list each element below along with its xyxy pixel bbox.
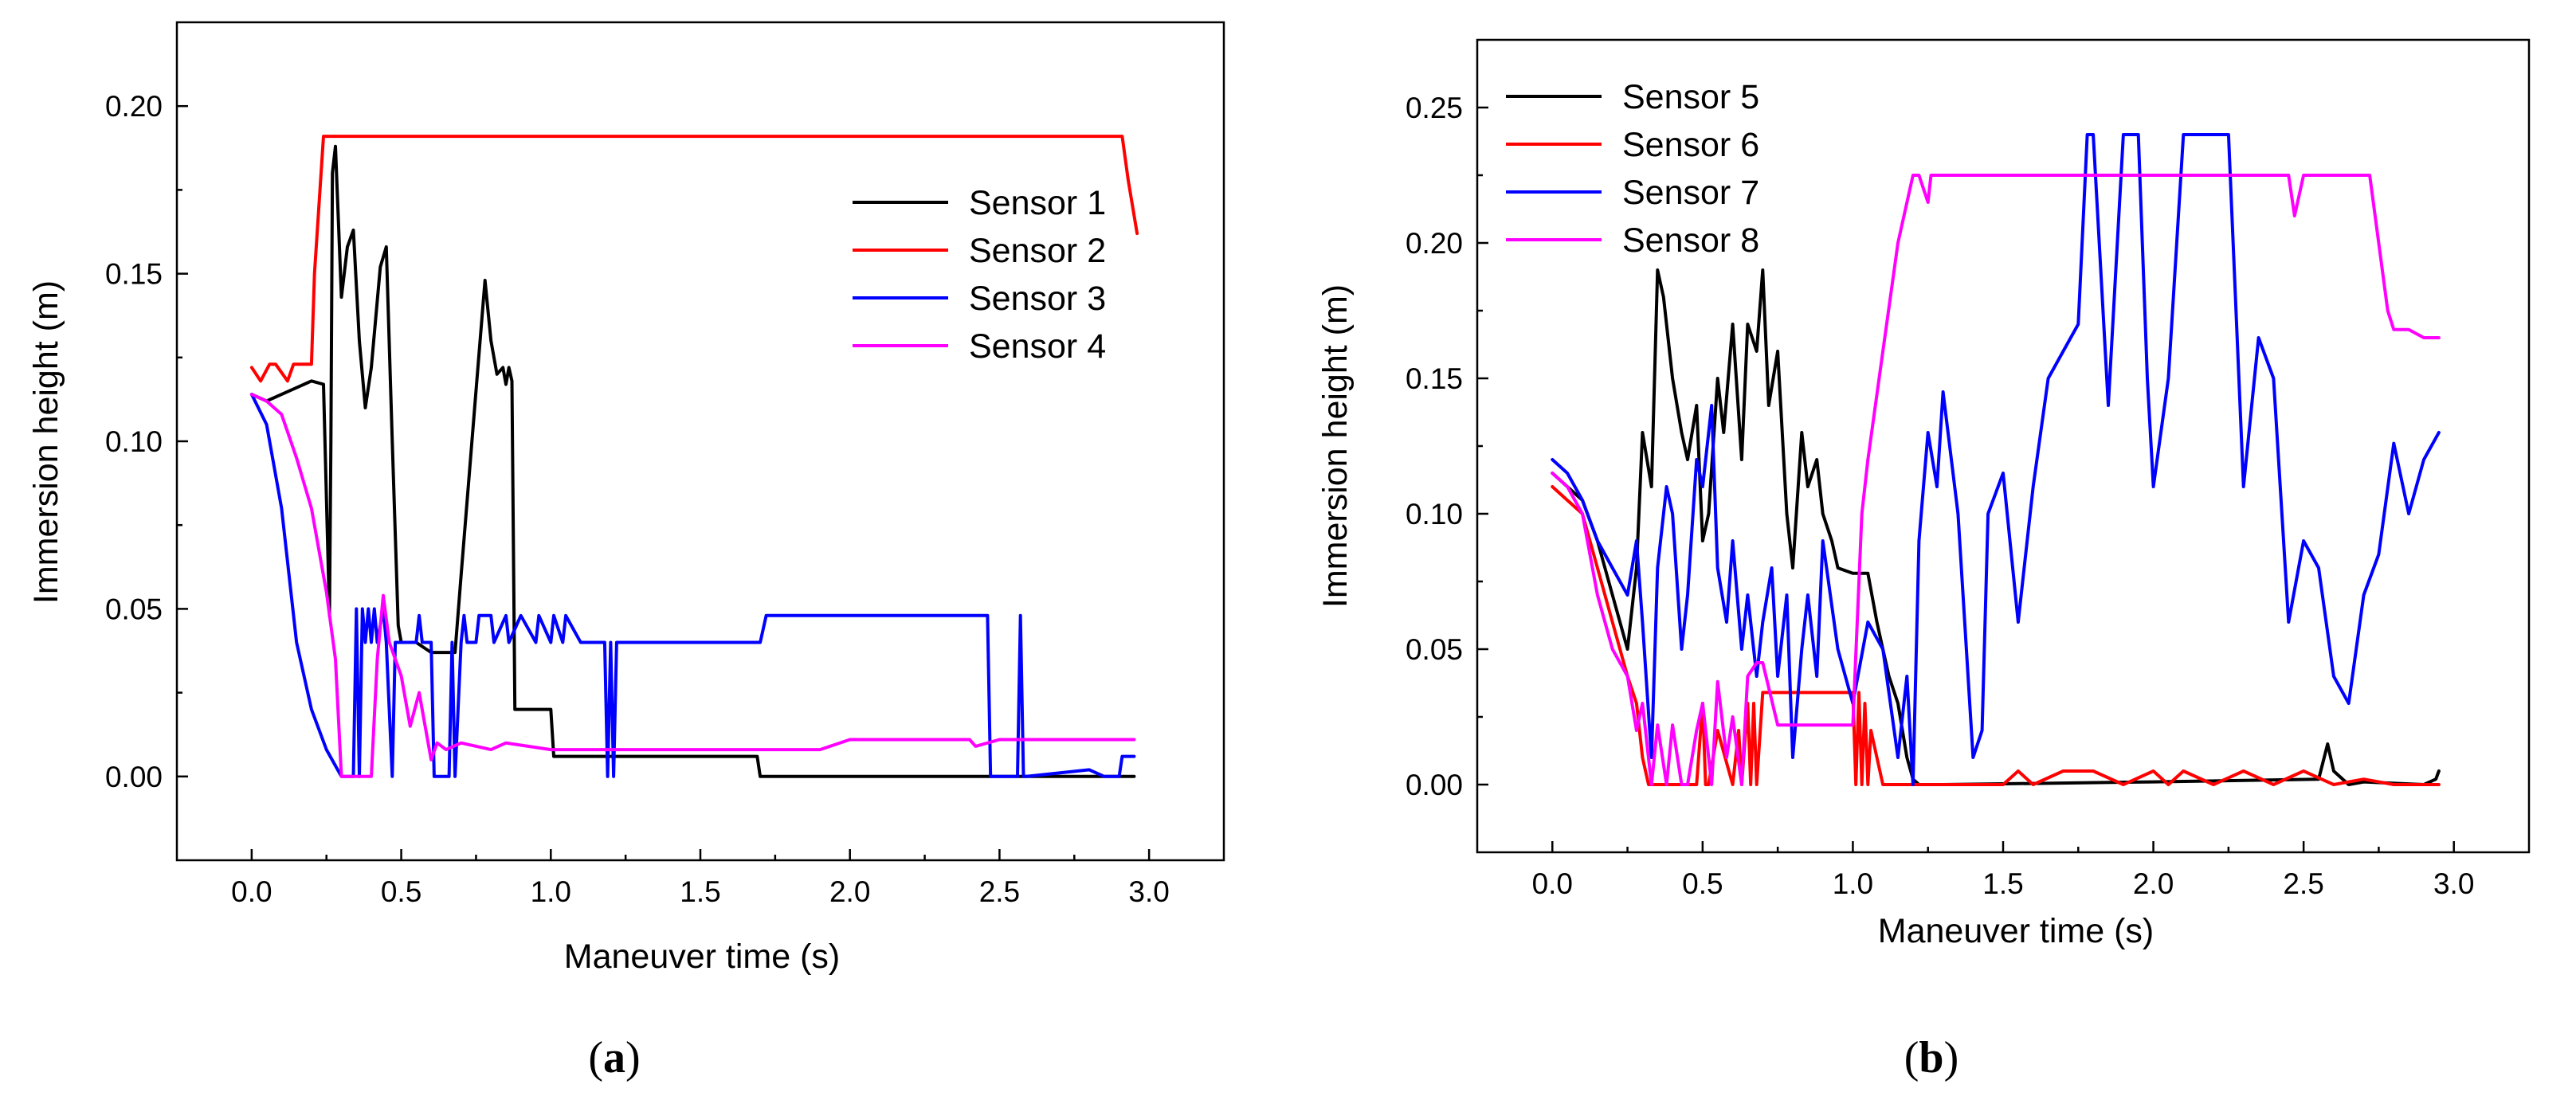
panel-a-y-tick-label: 0.00 (105, 761, 163, 793)
panel-a-x-tick-label: 2.5 (979, 875, 1020, 908)
panel-b-x-tick-label: 3.0 (2433, 867, 2474, 900)
panel-b-x-axis-title: Maneuver time (s) (1878, 912, 2154, 950)
panel-b-series (1551, 133, 2441, 786)
panel-b-chart: 0.0 0.5 1.0 1.5 2.0 2.5 3.0 0.00 0.05 0.10 0.15 0.2… (1316, 38, 2531, 1082)
panel-a-y-tick-label: 0.10 (105, 425, 163, 458)
panel-b-legend-label-sensor-5: Sensor 5 (1622, 78, 1759, 116)
panel-a-x-tick-label: 0.5 (381, 875, 421, 908)
panel-b-x-tick-label: 2.0 (2133, 867, 2174, 900)
panel-a-legend-label-sensor-1: Sensor 1 (969, 184, 1106, 222)
panel-b-x-tick-label: 2.5 (2283, 867, 2323, 900)
panel-b-ticks: 0.0 0.5 1.0 1.5 2.0 2.5 3.0 0.00 0.05 0.10 0.15 0.2… (1406, 92, 2474, 900)
panel-a-legend-label-sensor-3: Sensor 3 (969, 280, 1106, 318)
panel-a-y-tick-label: 0.05 (105, 593, 163, 625)
panel-a-y-tick-label: 0.15 (105, 258, 163, 291)
panel-a-legend: Sensor 1 Sensor 2 Sensor 3 Sensor 4 (853, 184, 1106, 366)
panel-a-sensor-2-line (249, 135, 1139, 383)
panel-a-x-tick-label: 1.5 (680, 875, 720, 908)
panel-b-y-tick-label: 0.15 (1406, 362, 1463, 395)
panel-b-x-tick-label: 1.0 (1833, 867, 1873, 900)
panel-a-sensor-4-line (249, 393, 1136, 778)
panel-a-label: (a) (588, 1033, 640, 1082)
panel-b-label: (b) (1904, 1033, 1958, 1082)
panel-a-chart: 0.0 0.5 1.0 1.5 2.0 2.5 3.0 0.00 0.05 0.10 0.15 0.2… (27, 21, 1225, 1082)
panel-a-x-tick-label: 1.0 (531, 875, 571, 908)
panel-a-ticks: 0.0 0.5 1.0 1.5 2.0 2.5 3.0 0.00 0.05 0.10 0.15 0.2… (105, 90, 1170, 908)
panel-b-x-tick-label: 0.0 (1532, 867, 1573, 900)
panel-a-x-tick-label: 3.0 (1128, 875, 1169, 908)
panel-b-y-tick-label: 0.25 (1406, 92, 1463, 124)
panel-b-y-tick-label: 0.05 (1406, 633, 1463, 666)
panel-b-sensor-7-line (1551, 133, 2441, 786)
panel-a-x-tick-label: 0.0 (231, 875, 272, 908)
panel-a-x-tick-label: 2.0 (829, 875, 870, 908)
panel-b-y-tick-label: 0.20 (1406, 227, 1463, 260)
panel-b-sensor-8-line (1551, 174, 2441, 786)
panel-a-y-tick-label: 0.20 (105, 90, 163, 123)
panel-b-y-tick-label: 0.10 (1406, 498, 1463, 530)
panel-b-legend-label-sensor-7: Sensor 7 (1622, 174, 1759, 212)
panel-a-legend-label-sensor-4: Sensor 4 (969, 327, 1106, 366)
panel-b-x-tick-label: 0.5 (1682, 867, 1723, 900)
panel-b-legend-label-sensor-6: Sensor 6 (1622, 126, 1759, 164)
panel-b-y-axis-title: Immersion height (m) (1316, 284, 1355, 608)
panel-a-series (249, 135, 1139, 778)
panel-a-x-axis-title: Maneuver time (s) (564, 938, 840, 976)
panel-b-sensor-6-line (1551, 485, 2441, 786)
panel-a-y-axis-title: Immersion height (m) (27, 280, 65, 604)
panel-b-legend-label-sensor-8: Sensor 8 (1622, 221, 1759, 260)
panel-b-label-letter: b (1919, 1033, 1943, 1082)
panel-b-y-tick-label: 0.00 (1406, 769, 1463, 801)
panel-b-sensor-5-line (1551, 268, 2441, 786)
panel-b-legend: Sensor 5 Sensor 6 Sensor 7 Sensor 8 (1506, 78, 1759, 260)
panel-a-label-letter: a (603, 1033, 625, 1082)
panel-a-legend-label-sensor-2: Sensor 2 (969, 232, 1106, 270)
panel-b-x-tick-label: 1.5 (1982, 867, 2023, 900)
panel-a-sensor-3-line (249, 393, 1136, 778)
